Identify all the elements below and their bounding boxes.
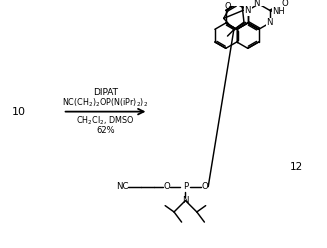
Text: P: P [183, 182, 188, 191]
Text: N: N [267, 19, 273, 28]
Text: NC(CH$_2$)$_2$OP(N(iPr)$_2$)$_2$: NC(CH$_2$)$_2$OP(N(iPr)$_2$)$_2$ [62, 97, 148, 109]
Text: NH: NH [273, 7, 285, 16]
Text: O: O [225, 2, 232, 11]
Text: 12: 12 [290, 162, 303, 172]
Text: N: N [267, 19, 273, 28]
Text: CH$_2$Cl$_2$, DMSO: CH$_2$Cl$_2$, DMSO [77, 114, 135, 127]
Text: N: N [245, 6, 251, 15]
Text: N: N [182, 196, 189, 205]
Text: O: O [163, 182, 170, 191]
Text: NC: NC [116, 182, 129, 191]
Text: 62%: 62% [96, 126, 115, 135]
Text: O: O [281, 0, 288, 8]
Text: N: N [253, 0, 260, 8]
Text: O: O [245, 5, 251, 14]
Text: DIPAT: DIPAT [93, 88, 118, 97]
Text: O: O [201, 182, 208, 191]
Text: 10: 10 [12, 107, 26, 117]
